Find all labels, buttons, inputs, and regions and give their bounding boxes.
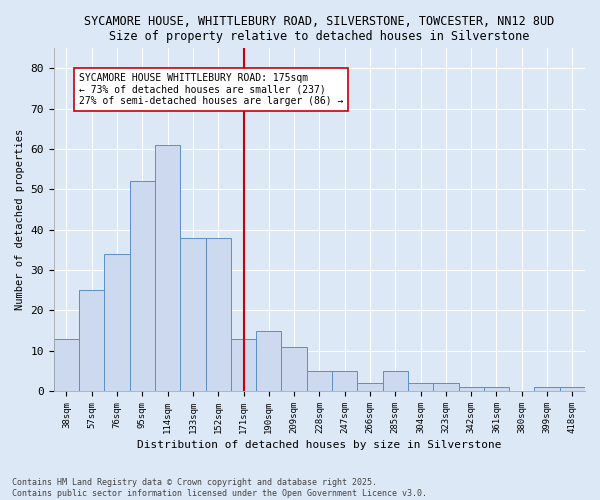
Bar bbox=[560, 387, 585, 391]
Bar bbox=[79, 290, 104, 391]
Bar bbox=[130, 182, 155, 391]
Bar bbox=[180, 238, 206, 391]
Bar bbox=[332, 371, 358, 391]
Bar bbox=[155, 145, 180, 391]
Title: SYCAMORE HOUSE, WHITTLEBURY ROAD, SILVERSTONE, TOWCESTER, NN12 8UD
Size of prope: SYCAMORE HOUSE, WHITTLEBURY ROAD, SILVER… bbox=[84, 15, 554, 43]
Bar bbox=[535, 387, 560, 391]
Bar bbox=[358, 383, 383, 391]
Bar bbox=[484, 387, 509, 391]
Bar bbox=[307, 371, 332, 391]
X-axis label: Distribution of detached houses by size in Silverstone: Distribution of detached houses by size … bbox=[137, 440, 502, 450]
Text: SYCAMORE HOUSE WHITTLEBURY ROAD: 175sqm
← 73% of detached houses are smaller (23: SYCAMORE HOUSE WHITTLEBURY ROAD: 175sqm … bbox=[79, 72, 343, 106]
Bar bbox=[408, 383, 433, 391]
Bar bbox=[206, 238, 231, 391]
Bar bbox=[281, 346, 307, 391]
Bar bbox=[458, 387, 484, 391]
Bar bbox=[104, 254, 130, 391]
Bar bbox=[433, 383, 458, 391]
Text: Contains HM Land Registry data © Crown copyright and database right 2025.
Contai: Contains HM Land Registry data © Crown c… bbox=[12, 478, 427, 498]
Y-axis label: Number of detached properties: Number of detached properties bbox=[15, 129, 25, 310]
Bar bbox=[256, 330, 281, 391]
Bar bbox=[383, 371, 408, 391]
Bar bbox=[231, 338, 256, 391]
Bar bbox=[54, 338, 79, 391]
